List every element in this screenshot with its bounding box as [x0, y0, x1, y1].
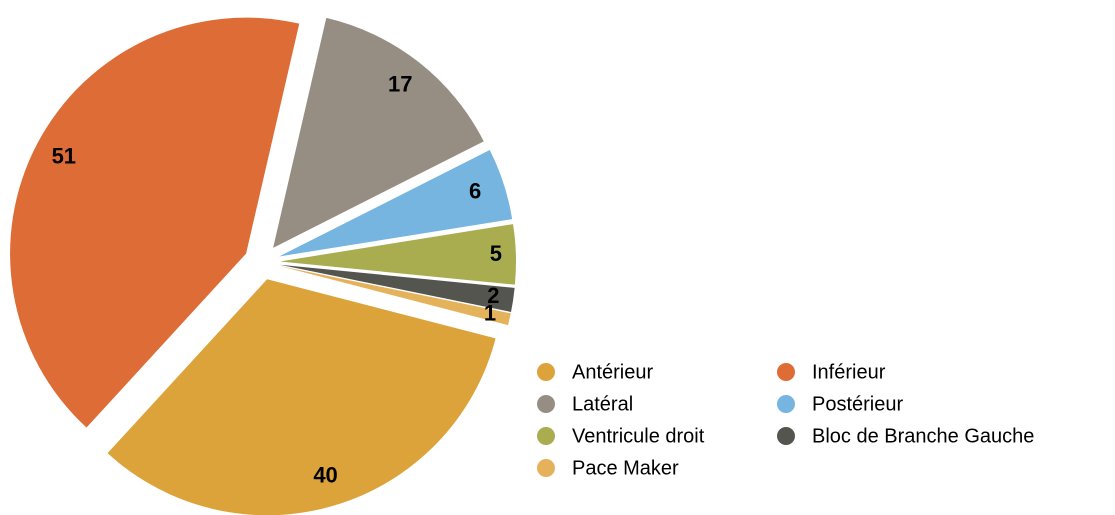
legend-label: Inférieur — [812, 361, 886, 383]
legend-marker — [537, 395, 555, 413]
data-label: 40 — [313, 463, 337, 488]
legend-label: Bloc de Branche Gauche — [812, 425, 1034, 447]
pie-slice — [10, 17, 300, 428]
legend-label: Ventricule droit — [572, 425, 705, 447]
legend-marker — [777, 427, 795, 445]
pie-slice — [279, 224, 516, 285]
pie-slice — [279, 150, 513, 257]
pie-slice — [107, 279, 496, 515]
legend-label: Antérieur — [572, 361, 653, 383]
legend-label: Postérieur — [812, 393, 903, 415]
legend-marker — [537, 363, 555, 381]
legend-marker — [537, 459, 555, 477]
data-label: 5 — [490, 241, 502, 266]
data-label: 17 — [388, 72, 412, 97]
pie-slice — [279, 264, 515, 312]
legend-marker — [537, 427, 555, 445]
pie-slice — [279, 266, 511, 326]
data-label: 51 — [52, 143, 76, 168]
legend-marker — [777, 395, 795, 413]
legend-marker — [777, 363, 795, 381]
legend-label: Latéral — [572, 393, 633, 415]
data-label: 1 — [484, 301, 496, 326]
legend-label: Pace Maker — [572, 457, 679, 479]
data-label: 2 — [487, 283, 499, 308]
pie-slice — [273, 17, 484, 248]
data-label: 6 — [469, 179, 481, 204]
